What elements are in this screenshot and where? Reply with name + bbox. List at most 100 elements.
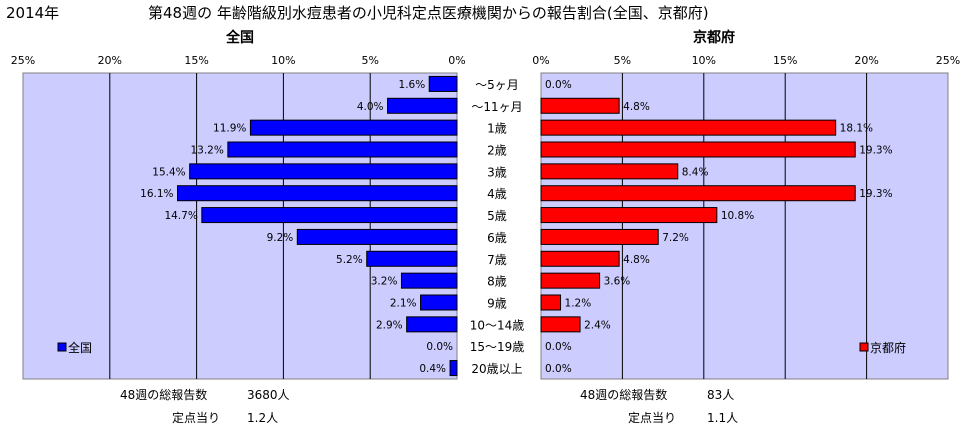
kyoto-per-site-label: 定点当り: [628, 410, 676, 425]
national-data-labels: 1.6% 4.0% 11.9% 13.2% 15.4% 16.1% 14.7% 9.2% 5.2…: [140, 79, 453, 375]
age-category-label: 10～14歳: [470, 318, 525, 332]
national-data-label: 2.1%: [390, 298, 417, 310]
age-category-label: 7歳: [487, 253, 507, 267]
national-footer: 48週の総報告数 3680人 定点当り 1.2人: [120, 387, 290, 425]
kyoto-legend-swatch: [859, 342, 869, 352]
kyoto-total-label: 48週の総報告数: [580, 387, 667, 402]
age-category-label: ～11ヶ月: [471, 100, 522, 114]
national-tick-labels: 25% 20% 15% 10% 5% 0%: [11, 54, 466, 67]
kyoto-data-label: 19.3%: [859, 145, 892, 157]
age-category-labels: ～5ヶ月 ～11ヶ月 1歳 2歳 3歳 4歳 5歳 6歳 7歳 8歳 9歳 10～14歳 15～19歳 2…: [470, 78, 525, 376]
age-category-label: 6歳: [487, 231, 507, 245]
national-bar: [428, 75, 458, 92]
national-bars: [177, 75, 458, 377]
chart-year: 2014年: [6, 4, 59, 22]
kyoto-legend-label: 京都府: [870, 340, 906, 355]
kyoto-total-value: 83人: [707, 388, 734, 402]
national-legend-swatch: [57, 342, 67, 352]
kyoto-bar: [540, 207, 718, 224]
kyoto-tick-label: 15%: [773, 54, 797, 67]
national-data-label: 14.7%: [164, 210, 197, 222]
age-category-label: 4歳: [487, 187, 507, 201]
age-category-label: 3歳: [487, 165, 507, 179]
kyoto-bar: [540, 316, 581, 333]
national-bar: [387, 97, 458, 114]
national-data-label: 2.9%: [376, 319, 403, 331]
national-tick-label: 15%: [184, 54, 208, 67]
national-tick-label: 5%: [361, 54, 378, 67]
national-bar: [400, 272, 458, 289]
kyoto-data-label: 0.0%: [545, 363, 572, 375]
kyoto-tick-label: 25%: [936, 54, 960, 67]
kyoto-per-site-value: 1.1人: [707, 411, 738, 425]
kyoto-bar: [540, 141, 856, 158]
kyoto-bar: [540, 228, 659, 245]
age-category-label: 15～19歳: [470, 340, 525, 354]
national-data-label: 9.2%: [267, 232, 294, 244]
kyoto-bar: [540, 119, 837, 136]
kyoto-data-label: 4.8%: [623, 254, 650, 266]
age-category-label: 20歳以上: [471, 362, 522, 376]
kyoto-bar: [540, 272, 601, 289]
kyoto-data-label: 8.4%: [682, 166, 709, 178]
kyoto-data-label: 19.3%: [859, 188, 892, 200]
kyoto-tick-label: 10%: [692, 54, 716, 67]
national-total-label: 48週の総報告数: [120, 387, 207, 402]
kyoto-data-labels: 0.0% 4.8% 18.1% 19.3% 8.4% 19.3% 10.8% 7.2% 4.8%…: [545, 79, 893, 375]
kyoto-footer: 48週の総報告数 83人 定点当り 1.1人: [580, 387, 738, 425]
national-bar: [366, 250, 458, 267]
national-bar: [249, 119, 458, 136]
chart-title: 第48週の 年齢階級別水痘患者の小児科定点医療機関からの報告割合(全国、京都府): [148, 4, 709, 22]
national-data-label: 11.9%: [213, 123, 246, 135]
kyoto-legend: 京都府: [859, 340, 906, 355]
national-data-label: 3.2%: [371, 276, 398, 288]
age-category-label: 5歳: [487, 209, 507, 223]
national-tick-label: 25%: [11, 54, 35, 67]
national-data-label: 13.2%: [190, 145, 223, 157]
age-category-label: 2歳: [487, 144, 507, 158]
national-data-label: 0.4%: [419, 363, 446, 375]
kyoto-data-label: 0.0%: [545, 341, 572, 353]
national-plot-background: [22, 72, 458, 380]
national-data-label: 15.4%: [152, 166, 185, 178]
national-legend-label: 全国: [68, 340, 92, 355]
kyoto-data-label: 1.2%: [565, 298, 592, 310]
national-per-site-value: 1.2人: [247, 411, 278, 425]
age-category-label: 9歳: [487, 297, 507, 311]
kyoto-plot-background: [540, 72, 949, 380]
kyoto-data-label: 4.8%: [623, 101, 650, 113]
age-category-label: 8歳: [487, 275, 507, 289]
kyoto-data-label: 0.0%: [545, 79, 572, 91]
panel-title-national: 全国: [225, 29, 254, 46]
national-data-label: 0.0%: [426, 341, 453, 353]
kyoto-bars: [540, 97, 856, 333]
national-legend: 全国: [57, 340, 92, 355]
panel-title-kyoto: 京都府: [693, 29, 735, 46]
national-bar: [296, 228, 458, 245]
national-bar: [227, 141, 458, 158]
national-bar: [189, 163, 458, 180]
national-tick-label: 20%: [98, 54, 122, 67]
kyoto-data-label: 7.2%: [662, 232, 689, 244]
national-plot-area: 25% 20% 15% 10% 5% 0% 1.6% 4.0% 11.9% 13.2% 15.4%…: [11, 54, 466, 380]
kyoto-bar: [540, 294, 562, 311]
kyoto-bar: [540, 97, 620, 114]
national-bar: [420, 294, 458, 311]
kyoto-tick-label: 20%: [854, 54, 878, 67]
kyoto-tick-labels: 0% 5% 10% 15% 20% 25%: [532, 54, 960, 67]
kyoto-plot-area: 0% 5% 10% 15% 20% 25% 0.0% 4.8% 18.1% 19.3% 8.4% 1…: [532, 54, 960, 380]
kyoto-bar: [540, 163, 679, 180]
national-data-label: 4.0%: [357, 101, 384, 113]
national-bar: [449, 360, 458, 377]
kyoto-data-label: 2.4%: [584, 319, 611, 331]
kyoto-bar: [540, 250, 620, 267]
kyoto-tick-label: 5%: [614, 54, 631, 67]
kyoto-data-label: 10.8%: [721, 210, 754, 222]
national-data-label: 5.2%: [336, 254, 363, 266]
kyoto-data-label: 18.1%: [840, 123, 873, 135]
national-tick-label: 0%: [448, 54, 465, 67]
national-per-site-label: 定点当り: [172, 410, 220, 425]
kyoto-tick-label: 0%: [532, 54, 549, 67]
national-bar: [201, 207, 458, 224]
